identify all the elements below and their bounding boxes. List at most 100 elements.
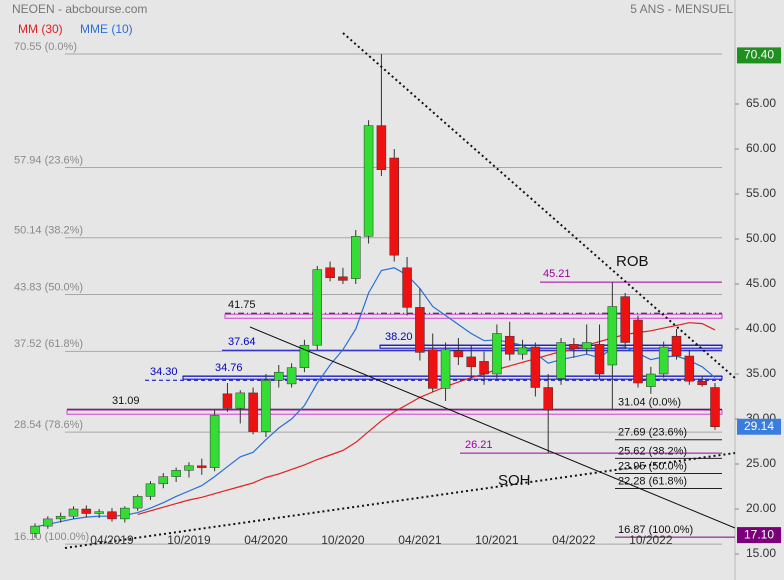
y-tick-label: 35.00: [746, 366, 776, 380]
candle-body: [517, 347, 528, 355]
fib-label: 16.87 (100.0%): [618, 524, 693, 536]
level-label: 34.30: [150, 366, 178, 378]
annotation: ROB: [616, 253, 649, 270]
level-label: 41.75: [228, 299, 256, 311]
level-label: 38.20: [385, 331, 413, 343]
candle-body: [171, 470, 181, 477]
fib-label: 50.14 (38.2%): [14, 225, 83, 237]
trend-line: [249, 326, 736, 529]
level-band: [182, 375, 723, 380]
candle-body: [697, 380, 707, 386]
main-layer: [30, 54, 720, 538]
price-tag-label: 70.40: [744, 48, 774, 62]
candle-body: [132, 496, 143, 509]
candle-body: [55, 515, 66, 520]
legend-label: MME (10): [80, 22, 133, 36]
candle-body: [427, 349, 438, 389]
candle-body: [376, 125, 387, 170]
price-tag: [737, 47, 781, 64]
candle-body: [286, 367, 297, 385]
level-label: 37.64: [228, 336, 256, 348]
level-label: 34.76: [215, 362, 243, 374]
fib-label: 22.28 (61.8%): [618, 475, 687, 487]
candle-body: [594, 344, 605, 375]
y-tick-label: 15.00: [746, 546, 776, 560]
price-tag-label: 29.14: [744, 419, 774, 433]
candle-body: [68, 508, 79, 517]
candle-body: [30, 525, 40, 534]
candle-body: [197, 465, 207, 468]
level-band: [379, 344, 723, 349]
candle-body: [222, 393, 233, 409]
level-band: [224, 313, 723, 319]
candle-body: [543, 387, 553, 411]
candle-body: [389, 157, 399, 256]
candle-body: [479, 361, 489, 375]
candle-body: [248, 392, 258, 432]
fib-label: 31.04 (0.0%): [618, 397, 681, 409]
candle-body: [120, 507, 130, 520]
x-tick-label: 10/2022: [629, 533, 673, 547]
trend-line: [342, 32, 736, 379]
x-tick-label: 04/2021: [398, 533, 442, 547]
candle-body: [363, 125, 374, 237]
candle-body: [440, 349, 451, 389]
level-band: [66, 409, 723, 415]
chart-subtitle: 5 ANS - MENSUEL: [630, 2, 733, 16]
annotation: SOH: [498, 472, 531, 489]
candle-body: [556, 342, 566, 379]
candle-body: [658, 346, 669, 375]
candle-body: [504, 335, 515, 355]
candle-body: [710, 387, 720, 427]
y-tick-label: 25.00: [746, 456, 776, 470]
y-tick-label: 50.00: [746, 231, 776, 245]
x-tick-label: 10/2021: [475, 533, 519, 547]
fib-label: 28.54 (78.6%): [14, 419, 83, 431]
candle-body: [453, 350, 464, 358]
candle-body: [415, 307, 425, 353]
fib-label: 25.62 (38.2%): [618, 445, 687, 457]
candle-body: [351, 236, 361, 279]
candle-body: [530, 346, 541, 388]
candle-body: [43, 518, 53, 527]
candle-body: [299, 344, 310, 368]
candle-body: [184, 465, 194, 471]
candle-body: [235, 392, 246, 409]
y-tick-label: 20.00: [746, 501, 776, 515]
y-tick-label: 55.00: [746, 186, 776, 200]
candle-body: [671, 335, 682, 357]
y-tick-label: 65.00: [746, 96, 776, 110]
candle-body: [107, 511, 117, 520]
candle-body: [569, 344, 579, 350]
candle-body: [312, 269, 323, 346]
level-label: 26.21: [465, 439, 493, 451]
candle-body: [209, 415, 220, 468]
candle-body: [81, 508, 92, 514]
legend-label: MM (30): [18, 22, 63, 36]
candle-body: [402, 267, 412, 308]
candle-body: [145, 483, 156, 497]
y-tick-label: 60.00: [746, 141, 776, 155]
x-tick-label: 10/2020: [321, 533, 365, 547]
candle-body: [620, 296, 630, 343]
fib-label: 23.95 (50.0%): [618, 460, 687, 472]
candle-body: [338, 276, 348, 281]
fib-label: 70.55 (0.0%): [14, 41, 77, 53]
candle-body: [492, 333, 502, 375]
price-tag-label: 17.10: [744, 527, 774, 541]
fib-label: 37.52 (61.8%): [14, 338, 83, 350]
price-tag: [737, 418, 781, 435]
candle-body: [325, 267, 335, 278]
candle-body: [261, 380, 271, 432]
candle-body: [633, 319, 643, 384]
candle-body: [581, 342, 592, 350]
candle-body: [466, 356, 476, 368]
x-tick-label: 04/2019: [90, 533, 134, 547]
x-tick-label: 10/2019: [167, 533, 211, 547]
chart-title: NEOEN - abcbourse.com: [12, 2, 147, 16]
y-tick-label: 40.00: [746, 321, 776, 335]
y-tick-label: 45.00: [746, 276, 776, 290]
fib-label: 16.10 (100.0%): [14, 531, 89, 543]
